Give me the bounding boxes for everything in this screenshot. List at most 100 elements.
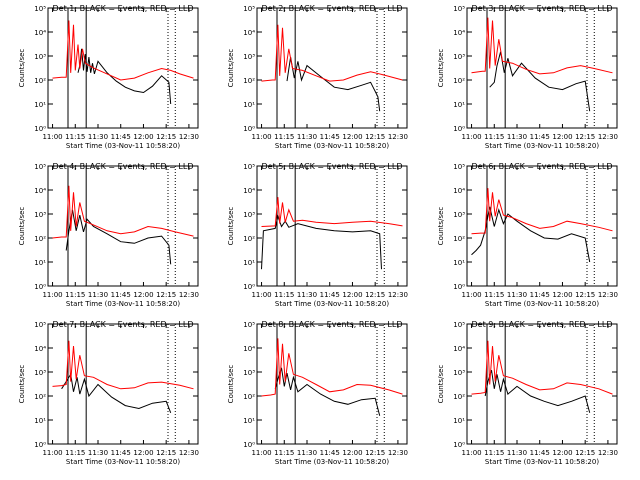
y-tick-label: 10⁴ bbox=[243, 29, 255, 37]
chart-title: Det 9: BLACK = Events, RED = LLD bbox=[472, 320, 613, 329]
y-tick-label: 10¹ bbox=[453, 259, 465, 267]
series-line-lld bbox=[52, 340, 194, 390]
y-tick-label: 10¹ bbox=[34, 101, 46, 109]
x-tick-label: 12:00 bbox=[133, 449, 153, 457]
chart-panel-9: 11:00 11:15 11:30 11:45 12:00 12:15 12:30 10⁰ 10… bbox=[437, 320, 618, 466]
x-axis-label: Start Time (03-Nov-11 10:58:20) bbox=[485, 300, 599, 308]
x-tick-label: 12:15 bbox=[575, 449, 595, 457]
y-tick-label: 10⁴ bbox=[34, 187, 46, 195]
y-tick-label: 10¹ bbox=[34, 417, 46, 425]
y-tick-label: 10² bbox=[34, 393, 46, 401]
plot-frame bbox=[47, 165, 199, 287]
y-tick-label: 10³ bbox=[243, 369, 255, 377]
chart-panel-6: 11:00 11:15 11:30 11:45 12:00 12:15 12:30 10⁰ 10… bbox=[437, 162, 618, 308]
x-tick-label: 11:45 bbox=[111, 133, 131, 141]
series-line-events bbox=[489, 51, 591, 112]
y-tick-label: 10² bbox=[243, 393, 255, 401]
y-tick-label: 10⁰ bbox=[243, 125, 255, 133]
y-tick-label: 10⁰ bbox=[34, 125, 46, 133]
y-tick-label: 10¹ bbox=[243, 101, 255, 109]
y-tick-label: 10¹ bbox=[243, 417, 255, 425]
x-tick-label: 12:30 bbox=[598, 449, 618, 457]
x-tick-label: 11:15 bbox=[274, 291, 294, 299]
series-line-events bbox=[77, 48, 172, 105]
x-tick-label: 11:45 bbox=[111, 449, 131, 457]
x-tick-label: 12:15 bbox=[156, 449, 176, 457]
y-axis-label: Counts/sec bbox=[227, 365, 235, 404]
x-tick-label: 11:15 bbox=[484, 133, 504, 141]
x-axis-label: Start Time (03-Nov-11 10:58:20) bbox=[485, 458, 599, 466]
y-tick-label: 10² bbox=[34, 77, 46, 85]
x-tick-label: 12:30 bbox=[598, 291, 618, 299]
x-axis-label: Start Time (03-Nov-11 10:58:20) bbox=[485, 142, 599, 150]
y-tick-label: 10⁴ bbox=[243, 187, 255, 195]
x-tick-label: 11:15 bbox=[65, 133, 85, 141]
series-line-lld bbox=[261, 197, 403, 227]
series-line-events bbox=[286, 57, 381, 112]
y-tick-label: 10⁰ bbox=[453, 125, 465, 133]
y-tick-label: 10² bbox=[243, 235, 255, 243]
y-tick-label: 10⁵ bbox=[34, 163, 46, 171]
y-axis-label: Counts/sec bbox=[437, 365, 445, 404]
x-tick-label: 11:00 bbox=[251, 291, 271, 299]
chart-panel-2: 11:00 11:15 11:30 11:45 12:00 12:15 12:30 10⁰ 10… bbox=[227, 4, 408, 150]
x-tick-label: 12:00 bbox=[342, 291, 362, 299]
y-tick-label: 10¹ bbox=[453, 417, 465, 425]
x-tick-label: 12:30 bbox=[388, 291, 408, 299]
x-tick-label: 12:15 bbox=[575, 291, 595, 299]
y-tick-label: 10³ bbox=[453, 53, 465, 61]
plot-frame bbox=[256, 7, 408, 129]
y-tick-label: 10⁴ bbox=[34, 29, 46, 37]
y-axis-label: Counts/sec bbox=[437, 49, 445, 88]
x-axis-label: Start Time (03-Nov-11 10:58:20) bbox=[66, 300, 180, 308]
chart-title: Det 3: BLACK = Events, RED = LLD bbox=[472, 4, 613, 13]
series-line-lld bbox=[52, 20, 194, 81]
x-tick-label: 11:45 bbox=[111, 291, 131, 299]
x-axis-label: Start Time (03-Nov-11 10:58:20) bbox=[275, 458, 389, 466]
y-axis-label: Counts/sec bbox=[437, 207, 445, 246]
series-line-lld bbox=[261, 24, 403, 82]
x-tick-label: 11:00 bbox=[461, 133, 481, 141]
y-tick-label: 10⁴ bbox=[453, 187, 465, 195]
y-tick-label: 10¹ bbox=[243, 259, 255, 267]
chart-panel-4: 11:00 11:15 11:30 11:45 12:00 12:15 12:30 10⁰ 10… bbox=[18, 162, 199, 308]
chart-title: Det 8: BLACK = Events, RED = LLD bbox=[262, 320, 403, 329]
y-tick-label: 10³ bbox=[453, 211, 465, 219]
chart-panel-7: 11:00 11:15 11:30 11:45 12:00 12:15 12:30 10⁰ 10… bbox=[18, 320, 199, 466]
chart-title: Det 7: BLACK = Events, RED = LLD bbox=[53, 320, 194, 329]
y-tick-label: 10⁵ bbox=[243, 5, 255, 13]
y-tick-label: 10¹ bbox=[453, 101, 465, 109]
x-tick-label: 11:00 bbox=[461, 449, 481, 457]
x-tick-label: 11:30 bbox=[297, 449, 317, 457]
x-axis-label: Start Time (03-Nov-11 10:58:20) bbox=[66, 142, 180, 150]
series-line-lld bbox=[52, 185, 194, 239]
y-axis-label: Counts/sec bbox=[227, 49, 235, 88]
y-tick-label: 10⁰ bbox=[34, 283, 46, 291]
chart-title: Det 5: BLACK = Events, RED = LLD bbox=[262, 162, 403, 171]
chart-panel-5: 11:00 11:15 11:30 11:45 12:00 12:15 12:30 10⁰ 10… bbox=[227, 162, 408, 308]
y-tick-label: 10⁵ bbox=[453, 321, 465, 329]
x-tick-label: 12:30 bbox=[598, 133, 618, 141]
y-tick-label: 10⁴ bbox=[243, 345, 255, 353]
y-tick-label: 10³ bbox=[453, 369, 465, 377]
series-line-events bbox=[261, 214, 382, 270]
x-tick-label: 12:30 bbox=[179, 449, 199, 457]
x-tick-label: 12:15 bbox=[156, 133, 176, 141]
x-tick-label: 11:15 bbox=[65, 291, 85, 299]
series-line-lld bbox=[471, 17, 613, 75]
y-tick-label: 10⁵ bbox=[453, 5, 465, 13]
x-tick-label: 12:30 bbox=[179, 133, 199, 141]
x-tick-label: 11:15 bbox=[274, 133, 294, 141]
x-tick-label: 11:00 bbox=[251, 133, 271, 141]
x-tick-label: 11:45 bbox=[320, 133, 340, 141]
series-line-events bbox=[61, 372, 172, 413]
y-tick-label: 10² bbox=[453, 393, 465, 401]
x-tick-label: 12:30 bbox=[179, 291, 199, 299]
x-tick-label: 11:15 bbox=[274, 449, 294, 457]
x-tick-label: 12:15 bbox=[575, 133, 595, 141]
x-tick-label: 11:30 bbox=[297, 133, 317, 141]
plot-frame bbox=[466, 165, 618, 287]
x-tick-label: 11:00 bbox=[251, 449, 271, 457]
y-tick-label: 10² bbox=[243, 77, 255, 85]
x-tick-label: 12:00 bbox=[133, 291, 153, 299]
